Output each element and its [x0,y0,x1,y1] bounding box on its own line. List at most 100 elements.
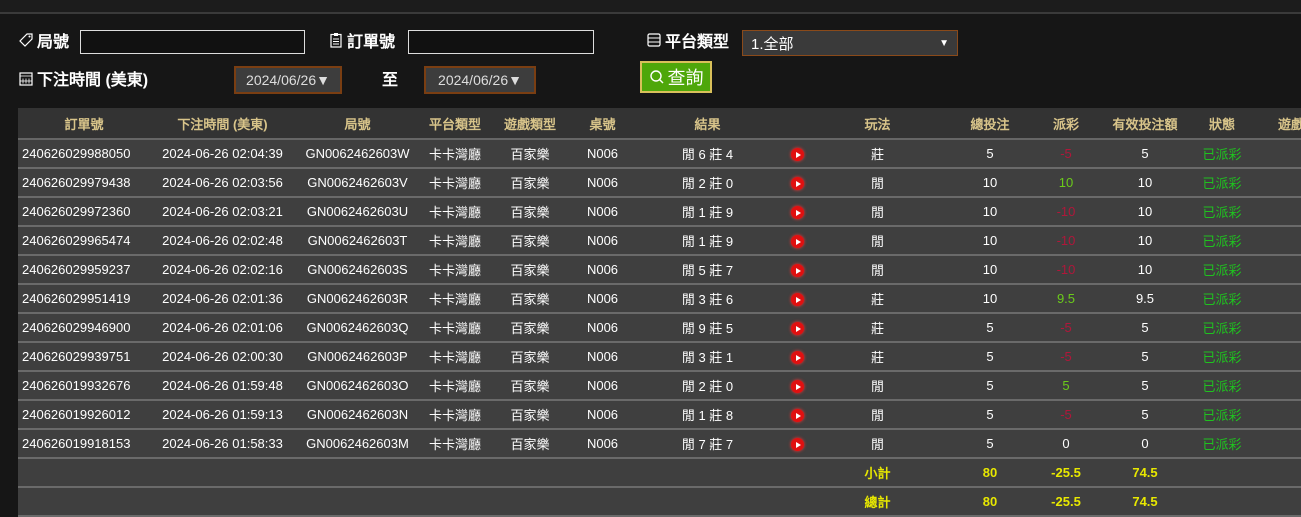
round-input[interactable] [80,30,305,54]
table-row[interactable]: 240626029939751 2024-06-26 02:00:30 GN0062… [18,342,1301,372]
cell-total-bet: 5 [940,371,1040,401]
cell-bet-type: 閒 [815,371,940,401]
header-platform: 平台類型 [420,108,490,140]
cell-platform: 卡卡灣廳 [420,284,490,314]
cell-bet-time: 2024-06-26 01:58:33 [150,429,295,459]
cell-table-no: N006 [570,284,635,314]
play-video-icon[interactable] [791,293,804,307]
cell-status: 已派彩 [1198,400,1246,430]
cell-bet-time [150,458,295,488]
cell-platform: 卡卡灣廳 [420,197,490,227]
play-video-icon[interactable] [791,351,804,365]
cell-bet-type: 閒 [815,226,940,256]
platform-label: 平台類型 [646,28,729,52]
cell-game-type: 百家樂 [490,226,570,256]
cell-valid-bet: 0 [1092,429,1198,459]
play-video-icon[interactable] [791,148,804,162]
cell-round-no: GN0062462603W [295,139,420,169]
cell-bet-time: 2024-06-26 02:01:36 [150,284,295,314]
play-video-icon[interactable] [791,264,804,278]
cell-total-bet: 10 [940,226,1040,256]
header-valid-bet: 有效投注額 [1092,108,1198,140]
cell-order-no: 240626019918153 [18,429,150,459]
cell-game [1246,139,1301,169]
cell-order-no [18,487,150,517]
cell-game-type [490,458,570,488]
play-video-icon[interactable] [791,409,804,423]
play-video-icon[interactable] [791,322,804,336]
platform-select-value: 1.全部 [751,35,794,53]
play-video-icon[interactable] [791,206,804,220]
cell-total-bet: 10 [940,255,1040,285]
table-row[interactable]: 240626029979438 2024-06-26 02:03:56 GN0062… [18,168,1301,198]
table-row[interactable]: 240626029959237 2024-06-26 02:02:16 GN0062… [18,255,1301,285]
table-row[interactable]: 240626029972360 2024-06-26 02:03:21 GN0062… [18,197,1301,227]
cell-total-bet: 5 [940,139,1040,169]
cell-result: 閒 1 莊 9 [635,226,780,256]
cell-result: 閒 3 莊 6 [635,284,780,314]
cell-order-no: 240626019932676 [18,371,150,401]
header-game: 遊戲 [1246,108,1301,140]
cell-bet-time: 2024-06-26 02:03:21 [150,197,295,227]
play-video-icon[interactable] [791,380,804,394]
cell-status: 已派彩 [1198,371,1246,401]
cell-bet-time: 2024-06-26 01:59:13 [150,400,295,430]
cell-table-no: N006 [570,255,635,285]
cell-video [780,168,815,198]
order-input[interactable] [408,30,594,54]
cell-game [1246,313,1301,343]
cell-round-no: GN0062462603O [295,371,420,401]
cell-video [780,139,815,169]
total-row: 總計 80 -25.5 74.5 [18,487,1301,517]
table-row[interactable]: 240626019918153 2024-06-26 01:58:33 GN0062… [18,429,1301,459]
table-row[interactable]: 240626029951419 2024-06-26 02:01:36 GN0062… [18,284,1301,314]
play-video-icon[interactable] [791,438,804,452]
date-from-picker[interactable]: 2024/06/26▼ [234,66,342,94]
cell-game [1246,429,1301,459]
cell-platform [420,458,490,488]
cell-result: 閒 5 莊 7 [635,255,780,285]
header-bet-time: 下注時間 (美東) [150,108,295,140]
cell-game [1246,342,1301,372]
table-row[interactable]: 240626029965474 2024-06-26 02:02:48 GN0062… [18,226,1301,256]
table-row[interactable]: 240626019932676 2024-06-26 01:59:48 GN0062… [18,371,1301,401]
platform-select[interactable]: 1.全部 ▼ [742,30,958,56]
cell-platform: 卡卡灣廳 [420,342,490,372]
header-round-no: 局號 [295,108,420,140]
cell-bet-time: 2024-06-26 02:02:16 [150,255,295,285]
cell-payout: -10 [1040,197,1092,227]
table-row[interactable]: 240626029946900 2024-06-26 02:01:06 GN0062… [18,313,1301,343]
cell-game [1246,458,1301,488]
play-video-icon[interactable] [791,235,804,249]
cell-game-type: 百家樂 [490,429,570,459]
query-button-label: 查詢 [667,68,704,88]
cell-order-no: 240626019926012 [18,400,150,430]
cell-result: 閒 9 莊 5 [635,313,780,343]
cell-round-no: GN0062462603T [295,226,420,256]
cell-game-type: 百家樂 [490,255,570,285]
round-label: 局號 [18,28,69,52]
cell-valid-bet: 5 [1092,313,1198,343]
cell-order-no [18,458,150,488]
query-button[interactable]: 查詢 [640,61,712,93]
cell-result: 閒 3 莊 1 [635,342,780,372]
cell-round-no: GN0062462603S [295,255,420,285]
cell-game-type: 百家樂 [490,284,570,314]
cell-result: 閒 1 莊 9 [635,197,780,227]
subtotal-label: 小計 [815,458,940,488]
cell-round-no: GN0062462603V [295,168,420,198]
cell-bet-time: 2024-06-26 02:01:06 [150,313,295,343]
cell-valid-bet: 10 [1092,168,1198,198]
cell-valid-bet: 5 [1092,139,1198,169]
cell-total-bet: 5 [940,313,1040,343]
round-label-text: 局號 [37,34,70,51]
table-row[interactable]: 240626029988050 2024-06-26 02:04:39 GN0062… [18,139,1301,169]
table-row[interactable]: 240626019926012 2024-06-26 01:59:13 GN0062… [18,400,1301,430]
date-to-picker[interactable]: 2024/06/26▼ [424,66,536,94]
header-result: 結果 [635,108,780,140]
cell-order-no: 240626029979438 [18,168,150,198]
search-icon [649,69,665,85]
cell-total-bet: 5 [940,429,1040,459]
total-label: 總計 [815,487,940,517]
play-video-icon[interactable] [791,177,804,191]
